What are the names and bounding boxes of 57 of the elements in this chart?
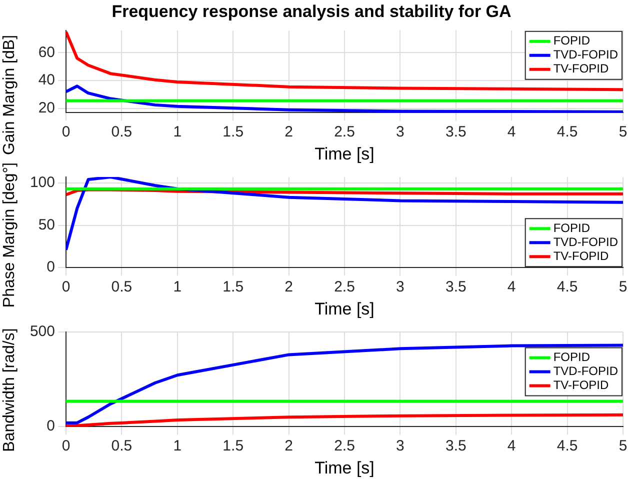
legend-label: FOPID xyxy=(553,34,590,48)
y-tick-label: 0 xyxy=(46,418,55,435)
x-tick-label: 5 xyxy=(618,278,628,296)
x-axis-title: Time [s] xyxy=(314,144,374,164)
x-tick-label: 3 xyxy=(396,278,404,296)
x-tick-label: 2 xyxy=(284,124,293,141)
legend-label: TV-FOPID xyxy=(553,378,610,392)
x-tick-label: 3 xyxy=(396,124,404,141)
y-tick-label: 0 xyxy=(46,258,55,276)
x-tick-label: 3.5 xyxy=(445,124,466,141)
x-tick-label: 4 xyxy=(507,124,516,141)
y-axis-title: Phase Margin [deg°] xyxy=(1,162,19,308)
legend-label: TVD-FOPID xyxy=(553,364,618,378)
x-tick-label: 2.5 xyxy=(334,438,355,455)
x-tick-label: 0.5 xyxy=(111,124,132,141)
x-tick-label: 0.5 xyxy=(111,278,132,296)
x-tick-label: 4.5 xyxy=(556,278,578,296)
x-tick-label: 5 xyxy=(618,438,628,455)
x-tick-label: 1 xyxy=(173,438,182,455)
x-tick-label: 4.5 xyxy=(556,124,578,141)
x-tick-label: 5 xyxy=(618,124,628,141)
chart-title: Frequency response analysis and stability for GA xyxy=(112,2,512,21)
x-tick-label: 1.5 xyxy=(222,438,244,455)
y-tick-label: 60 xyxy=(38,44,55,61)
x-tick-label: 2.5 xyxy=(334,124,355,141)
y-tick-label: 100 xyxy=(30,174,55,192)
legend-label: FOPID xyxy=(553,220,590,235)
legend-label: TVD-FOPID xyxy=(553,48,618,62)
y-axis-title: Bandwidth [rad/s] xyxy=(1,328,19,452)
x-tick-label: 2 xyxy=(284,438,293,455)
x-tick-label: 1 xyxy=(173,278,182,296)
y-tick-label: 500 xyxy=(30,323,55,340)
x-tick-label: 3 xyxy=(396,438,404,455)
legend-label: TV-FOPID xyxy=(553,248,610,263)
legend-label: TVD-FOPID xyxy=(553,234,618,249)
x-axis-title: Time [s] xyxy=(314,458,374,478)
y-tick-label: 40 xyxy=(38,72,55,89)
x-tick-label: 1.5 xyxy=(222,124,244,141)
y-axis-title: Gain Margin [dB] xyxy=(1,34,19,156)
x-tick-label: 0.5 xyxy=(111,438,132,455)
x-tick-label: 4 xyxy=(507,278,516,296)
y-tick-label: 20 xyxy=(38,100,55,117)
x-tick-label: 4.5 xyxy=(556,438,578,455)
legend-label: TV-FOPID xyxy=(553,62,610,76)
x-axis-title: Time [s] xyxy=(314,299,374,318)
x-tick-label: 3.5 xyxy=(445,278,466,296)
x-tick-label: 0 xyxy=(62,124,70,141)
y-tick-label: 50 xyxy=(38,216,55,234)
x-tick-label: 1 xyxy=(173,124,182,141)
x-tick-label: 2 xyxy=(284,278,293,296)
x-tick-label: 3.5 xyxy=(445,438,466,455)
x-tick-label: 1.5 xyxy=(222,278,244,296)
x-tick-label: 0 xyxy=(62,278,70,296)
x-tick-label: 2.5 xyxy=(334,278,355,296)
legend-label: FOPID xyxy=(553,350,590,364)
x-tick-label: 4 xyxy=(507,438,516,455)
x-tick-label: 0 xyxy=(62,438,70,455)
